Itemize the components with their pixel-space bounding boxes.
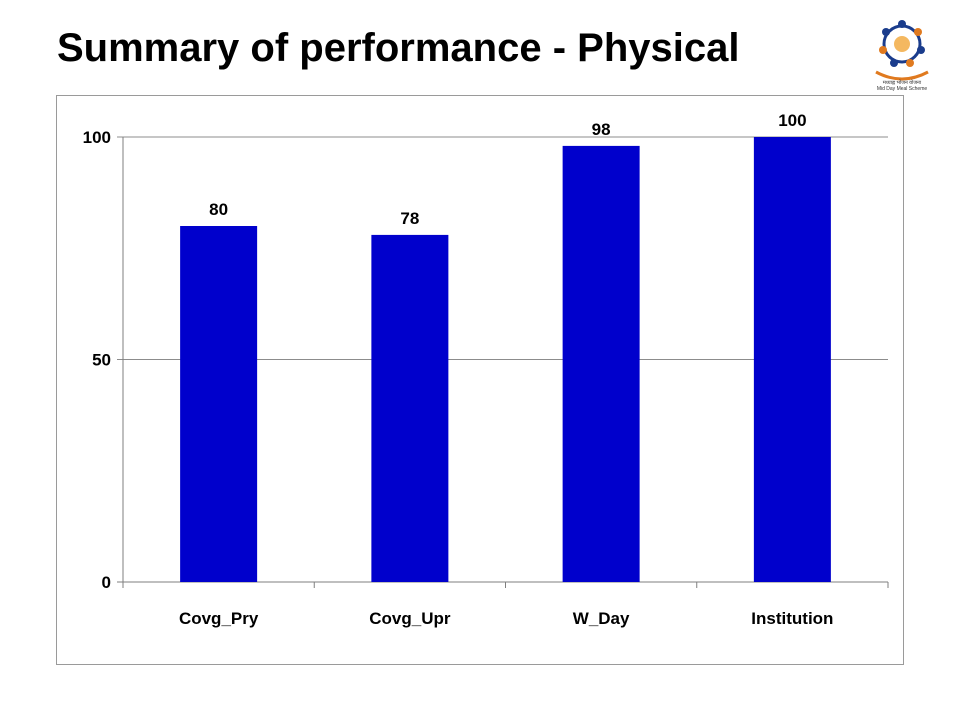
chart-frame: 0 50 100 80 Covg_Pry 78 Covg_Upr 98 W_Day 100 Inst…	[56, 95, 904, 665]
x-tick-label: Institution	[751, 609, 833, 628]
mid-day-meal-scheme-logo-icon	[875, 20, 929, 81]
y-tick-label: 100	[83, 128, 111, 147]
bar	[753, 137, 831, 582]
y-tick-label: 0	[102, 573, 111, 592]
data-label: 100	[778, 111, 806, 130]
bar	[180, 226, 258, 582]
bar	[371, 234, 449, 582]
slide-title: Summary of performance - Physical	[57, 26, 740, 70]
data-label: 98	[592, 120, 611, 139]
x-tick-label: Covg_Pry	[179, 609, 259, 628]
x-tick-label: Covg_Upr	[369, 609, 451, 628]
data-label: 78	[400, 209, 419, 228]
logo-caption-english: Mid Day Meal Scheme	[876, 86, 928, 92]
bar	[562, 145, 640, 582]
bar-chart: 0 50 100 80 Covg_Pry 78 Covg_Upr 98 W_Day 100 Inst…	[83, 111, 889, 628]
x-tick-label: W_Day	[573, 609, 630, 628]
logo-caption-hindi: मध्याह्न भोजन योजना	[882, 80, 922, 86]
y-tick-label: 50	[92, 351, 111, 370]
data-label: 80	[209, 200, 228, 219]
